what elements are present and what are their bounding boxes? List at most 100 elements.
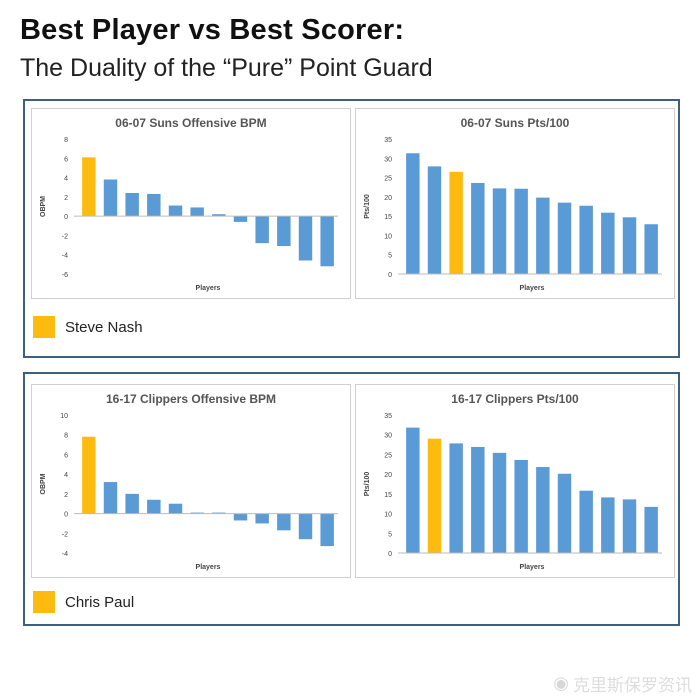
bar	[190, 207, 204, 217]
chart-suns-pts: 06-07 Suns Pts/100 0 5 10 15 20 25 30 35 Pts/100 P…	[355, 108, 675, 299]
bar	[471, 446, 485, 553]
y-tick-label: 0	[388, 272, 392, 279]
bar	[514, 459, 528, 553]
bar	[579, 205, 593, 274]
bar	[103, 179, 118, 217]
y-tick-label: 8	[64, 137, 68, 144]
x-axis-label: Players	[520, 564, 545, 571]
chart-title: 06-07 Suns Offensive BPM	[115, 116, 266, 130]
bar	[125, 193, 139, 217]
bar	[622, 499, 637, 553]
bar	[233, 216, 248, 222]
page-subtitle: The Duality of the “Pure” Point Guard	[20, 54, 433, 82]
bar	[406, 427, 420, 553]
y-tick-label: -2	[62, 233, 68, 240]
y-axis-label: OBPM	[40, 196, 47, 217]
bar	[536, 197, 550, 274]
bar	[320, 216, 334, 267]
bar	[622, 217, 637, 274]
y-tick-label: 0	[388, 551, 392, 558]
y-tick-label: -6	[62, 272, 68, 279]
bar	[601, 212, 615, 274]
chart-svg: 16-17 Clippers Pts/100 0 5 10 15 20 25 30 35 Pts/…	[364, 392, 662, 571]
panel-clippers: 16-17 Clippers Offensive BPM -4 -2 0 2 4 6 8 10 O…	[23, 372, 680, 626]
y-tick-label: 15	[384, 214, 392, 221]
bar	[557, 202, 572, 274]
bar	[168, 503, 183, 514]
legend-clippers: Chris Paul	[33, 591, 134, 613]
bar	[492, 452, 507, 553]
y-tick-label: 2	[64, 195, 68, 202]
bar	[255, 216, 269, 244]
x-axis-label: Players	[196, 285, 221, 292]
bar	[168, 205, 183, 217]
bar	[320, 513, 334, 547]
y-tick-label: 10	[384, 233, 392, 240]
bar	[449, 443, 463, 553]
bar	[147, 499, 161, 514]
y-tick-label: 15	[384, 492, 392, 499]
y-tick-label: 30	[384, 433, 392, 440]
chart-svg: 06-07 Suns Pts/100 0 5 10 15 20 25 30 35 Pts/100 P…	[364, 116, 662, 292]
y-tick-label: 10	[60, 413, 68, 420]
y-tick-label: 35	[384, 413, 392, 420]
bar	[125, 493, 139, 514]
bar	[255, 513, 269, 524]
bar	[644, 224, 658, 274]
bar	[492, 188, 507, 274]
y-tick-label: -4	[62, 253, 68, 260]
chart-svg: 06-07 Suns Offensive BPM -6 -4 -2 0 2 4 6 8 OBPM P…	[40, 116, 338, 292]
y-tick-label: 4	[64, 176, 68, 183]
bar-highlight	[82, 157, 96, 217]
y-tick-label: 2	[64, 492, 68, 499]
chart-title: 06-07 Suns Pts/100	[461, 116, 570, 130]
bar	[298, 513, 313, 540]
y-tick-label: 8	[64, 433, 68, 440]
chart-svg: 16-17 Clippers Offensive BPM -4 -2 0 2 4 6 8 10 O…	[40, 392, 338, 571]
bar	[298, 216, 313, 261]
page-title: Best Player vs Best Scorer:	[20, 14, 405, 46]
y-tick-label: 20	[384, 195, 392, 202]
y-tick-label: 0	[64, 214, 68, 221]
y-tick-label: 30	[384, 156, 392, 163]
bar	[514, 188, 528, 274]
weibo-icon: ◉	[553, 673, 569, 694]
bar	[406, 153, 420, 274]
y-tick-label: 5	[388, 531, 392, 538]
y-tick-label: 6	[64, 452, 68, 459]
bar	[644, 506, 658, 553]
panel-suns: 06-07 Suns Offensive BPM -6 -4 -2 0 2 4 6 8 OBPM P…	[23, 99, 680, 358]
y-tick-label: 25	[384, 452, 392, 459]
bar-highlight	[449, 171, 463, 274]
bar	[277, 513, 291, 531]
chart-suns-obpm: 06-07 Suns Offensive BPM -6 -4 -2 0 2 4 6 8 OBPM P…	[31, 108, 351, 299]
watermark-text: 克里斯保罗资讯	[573, 676, 692, 696]
bar-highlight	[82, 436, 96, 514]
bar	[471, 182, 485, 274]
y-tick-label: 25	[384, 176, 392, 183]
y-axis-label: Pts/100	[364, 194, 371, 219]
chart-title: 16-17 Clippers Pts/100	[451, 392, 579, 406]
y-tick-label: 5	[388, 253, 392, 260]
y-tick-label: 10	[384, 512, 392, 519]
bar	[233, 513, 248, 521]
y-tick-label: 20	[384, 472, 392, 479]
bar	[557, 473, 572, 553]
x-axis-label: Players	[520, 285, 545, 292]
bar	[277, 216, 291, 247]
chart-clippers-pts: 16-17 Clippers Pts/100 0 5 10 15 20 25 30 35 Pts/…	[355, 384, 675, 578]
legend-swatch-chris-paul	[33, 591, 55, 613]
chart-title: 16-17 Clippers Offensive BPM	[106, 392, 276, 406]
y-tick-label: 6	[64, 156, 68, 163]
bar	[536, 467, 550, 553]
legend-label-chris-paul: Chris Paul	[65, 593, 135, 611]
y-tick-label: 4	[64, 472, 68, 479]
y-tick-label: 35	[384, 137, 392, 144]
y-axis-label: Pts/100	[364, 472, 371, 497]
y-tick-label: 0	[64, 512, 68, 519]
bar	[147, 193, 161, 217]
bar	[579, 490, 593, 553]
bar	[212, 214, 226, 217]
bar	[601, 497, 615, 553]
bar-highlight	[427, 438, 442, 553]
